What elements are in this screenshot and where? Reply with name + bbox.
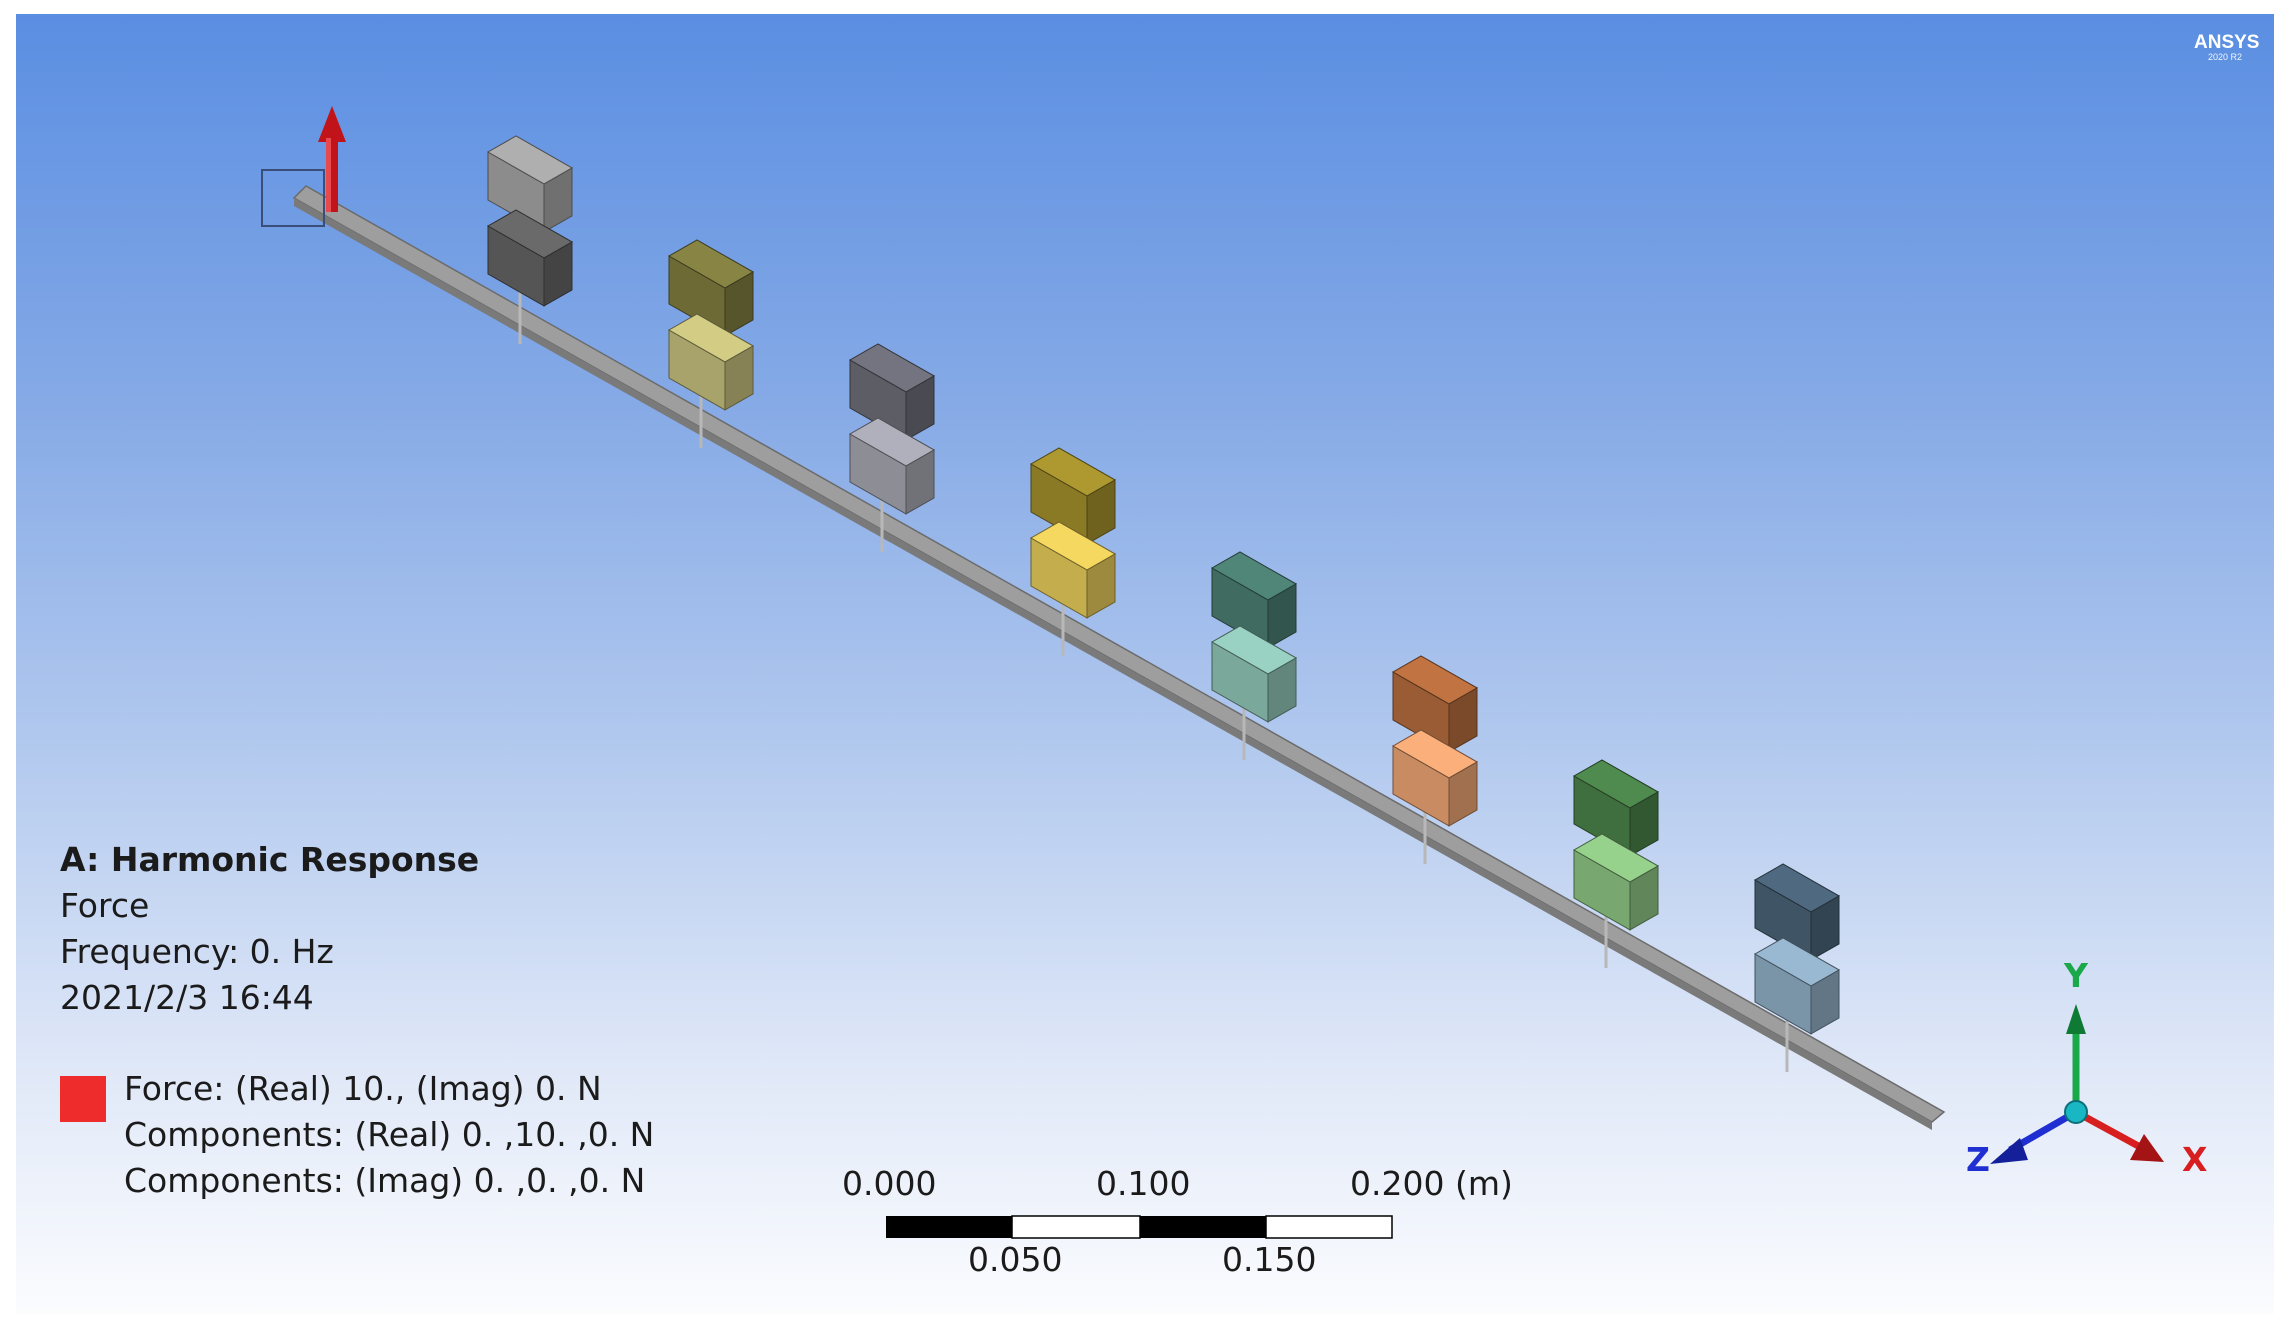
frequency-text: Frequency: 0. Hz <box>60 932 334 971</box>
absorber-4-bottom-mass[interactable] <box>1029 521 1117 619</box>
ansys-logo: ANSYS 2020 R2 <box>2194 32 2260 62</box>
absorber-2-top-mass[interactable] <box>667 239 755 337</box>
absorber-1-top-mass[interactable] <box>486 135 574 233</box>
model-scene <box>261 106 2164 1239</box>
absorber-5-top-mass[interactable] <box>1210 551 1298 649</box>
triad-y-label: Y <box>2064 956 2088 995</box>
absorber-8[interactable] <box>1753 863 1841 1072</box>
absorber-3-bottom-mass[interactable] <box>848 417 936 515</box>
absorber-6-top-mass[interactable] <box>1391 655 1479 753</box>
axis-triad[interactable] <box>1990 1004 2164 1164</box>
absorber-7-top-mass[interactable] <box>1572 759 1660 857</box>
force-color-swatch <box>60 1076 106 1122</box>
timestamp: 2021/2/3 16:44 <box>60 978 314 1017</box>
absorber-7[interactable] <box>1572 759 1660 968</box>
absorber-8-top-mass[interactable] <box>1753 863 1841 961</box>
absorber-6[interactable] <box>1391 655 1479 864</box>
absorber-6-bottom-mass[interactable] <box>1391 729 1479 827</box>
scale-label-0: 0.000 <box>842 1164 937 1203</box>
scale-label-150: 0.150 <box>1222 1240 1317 1279</box>
scale-bar <box>886 1215 1393 1239</box>
absorber-3[interactable] <box>848 343 936 552</box>
cantilever-beam[interactable] <box>292 185 1946 1130</box>
force-arrow[interactable] <box>318 106 346 212</box>
fixed-support-marker[interactable] <box>261 169 325 227</box>
absorber-2-bottom-mass[interactable] <box>667 313 755 411</box>
legend-line-imag: Components: (Imag) 0. ,0. ,0. N <box>124 1161 646 1200</box>
analysis-info: A: Harmonic Response Force Frequency: 0.… <box>60 837 479 1021</box>
absorber-7-bottom-mass[interactable] <box>1572 833 1660 931</box>
absorber-1[interactable] <box>486 135 574 344</box>
graphics-viewport[interactable]: ANSYS 2020 R2 A: Harmonic Response Force… <box>16 14 2274 1314</box>
absorber-3-top-mass[interactable] <box>848 343 936 441</box>
logo-version: 2020 R2 <box>2207 52 2243 62</box>
absorber-blocks <box>486 135 1841 1072</box>
legend-line-real: Components: (Real) 0. ,10. ,0. N <box>124 1115 655 1154</box>
legend-line-force: Force: (Real) 10., (Imag) 0. N <box>124 1069 602 1108</box>
scale-label-200: 0.200 (m) <box>1350 1164 1513 1203</box>
absorber-5-bottom-mass[interactable] <box>1210 625 1298 723</box>
triad-z-label: Z <box>1966 1140 1990 1179</box>
analysis-title: A: Harmonic Response <box>60 840 480 879</box>
scale-label-100: 0.100 <box>1096 1164 1191 1203</box>
absorber-5[interactable] <box>1210 551 1298 760</box>
absorber-1-bottom-mass[interactable] <box>486 209 574 307</box>
triad-x-label: X <box>2182 1140 2208 1179</box>
scale-label-50: 0.050 <box>968 1240 1063 1279</box>
absorber-2[interactable] <box>667 239 755 448</box>
absorber-8-bottom-mass[interactable] <box>1753 937 1841 1035</box>
absorber-4-top-mass[interactable] <box>1029 447 1117 545</box>
logo-brand: ANSYS <box>2194 32 2260 53</box>
object-name: Force <box>60 886 150 925</box>
absorber-4[interactable] <box>1029 447 1117 656</box>
